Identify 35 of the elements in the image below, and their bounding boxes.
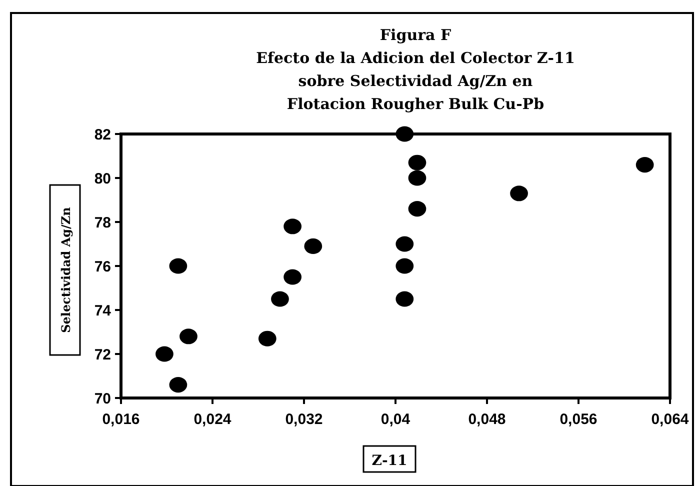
x-tick-label: 0,064 xyxy=(651,411,690,428)
x-tick-label: 0,04 xyxy=(380,411,411,428)
point xyxy=(304,238,322,254)
chart-title: Figura F Efecto de la Adicion del Colector Z-11 sobre Selectividad Ag/Zn en Flotacion Rougher Bulk Cu-Pb xyxy=(256,26,575,113)
point xyxy=(408,201,426,217)
point xyxy=(258,330,276,346)
x-tick-label: 0,048 xyxy=(468,411,506,428)
point xyxy=(156,346,174,362)
point xyxy=(396,291,414,307)
point xyxy=(180,328,198,344)
point xyxy=(169,377,188,393)
point xyxy=(396,236,414,252)
point xyxy=(284,218,302,234)
point xyxy=(169,258,188,274)
point xyxy=(636,157,654,173)
y-tick-label: 82 xyxy=(94,126,111,144)
x-tick-label: 0,016 xyxy=(102,411,140,428)
point xyxy=(284,269,302,285)
point xyxy=(510,186,528,202)
point xyxy=(408,170,426,186)
y-tick-label: 80 xyxy=(94,170,111,188)
y-tick-label: 78 xyxy=(94,214,111,232)
x-tick-label: 0,056 xyxy=(560,411,598,428)
x-tick-label: 0,024 xyxy=(194,411,232,428)
y-axis-title: Selectividad Ag/Zn xyxy=(59,206,73,333)
point xyxy=(396,126,414,142)
y-tick-label: 70 xyxy=(94,390,111,408)
point xyxy=(408,154,426,170)
x-tick-label: 0,032 xyxy=(285,411,323,428)
y-tick-label: 72 xyxy=(94,346,111,364)
x-axis-title: Z-11 xyxy=(372,453,408,469)
y-tick-label: 74 xyxy=(94,302,112,320)
point xyxy=(271,291,289,307)
y-tick-label: 76 xyxy=(94,258,111,276)
point xyxy=(396,258,414,274)
